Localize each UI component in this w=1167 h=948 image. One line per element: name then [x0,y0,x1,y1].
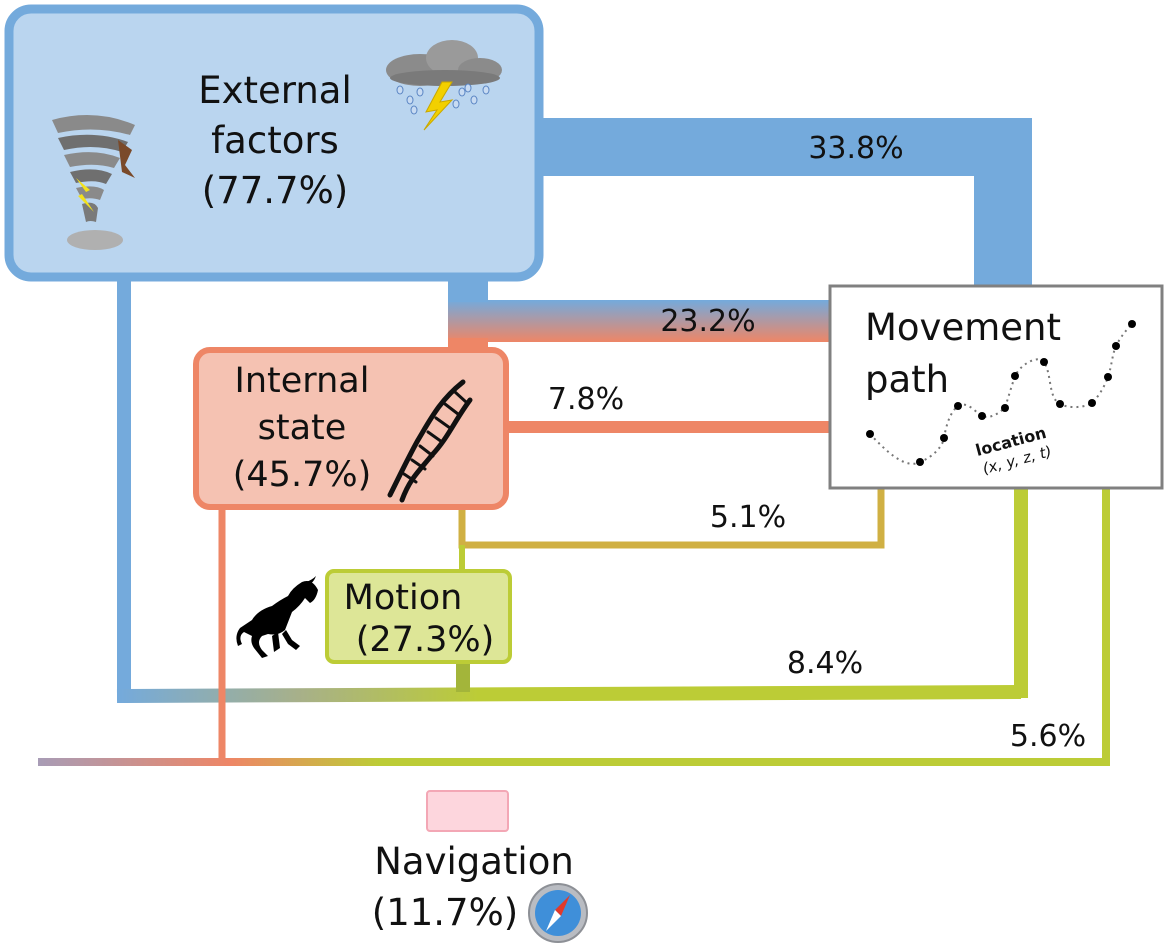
storm-cloud-icon [386,40,502,131]
flow-motion-movement-5-1 [458,488,885,549]
flow-label-5-1: 5.1% [710,500,786,535]
motion-percent: (27.3%) [356,620,495,660]
movement-path-subtitle: path [865,358,949,401]
flow-lines [37,118,1110,766]
external-factors-percent: (77.7%) [202,169,348,212]
flow-external-movement [540,118,1032,290]
navigation-node: Navigation (11.7%) [372,790,588,943]
external-factors-subtitle: factors [211,119,339,162]
flow-mid-horizontal [116,685,1022,703]
navigation-title: Navigation [374,840,574,883]
flow-label-8-4: 8.4% [787,646,863,681]
motion-node: Motion (27.3%) [236,569,512,664]
flow-external-down [448,278,488,302]
flow-label-5-6: 5.6% [1010,719,1086,754]
internal-state-title: Internal [235,361,370,401]
internal-state-node: Internal state (45.7%) [193,347,509,510]
flow-label-33-8: 33.8% [808,131,903,166]
navigation-percent: (11.7%) [372,891,518,934]
motion-title: Motion [344,578,463,618]
flow-label-7-8: 7.8% [548,382,624,417]
external-factors-title: External [198,69,352,112]
external-factors-node: External factors (77.7%) [4,4,544,282]
movement-path-title: Movement [865,306,1061,349]
compass-icon [528,883,588,943]
tornado-icon [52,115,135,250]
movement-path-node: Movement path location (x, y, z [828,284,1164,490]
flow-label-23-2: 23.2% [660,304,755,339]
internal-state-percent: (45.7%) [233,455,372,495]
internal-state-subtitle: state [258,408,347,448]
flow-external-internal-band [448,300,833,342]
flow-bottom-horizontal [38,488,1110,766]
flow-labels: 33.8% 23.2% 7.8% 5.1% 8.4% 5.6% [548,131,1086,754]
horse-icon [236,576,318,658]
trajectory-icon [866,320,1136,466]
dna-icon [387,379,473,503]
